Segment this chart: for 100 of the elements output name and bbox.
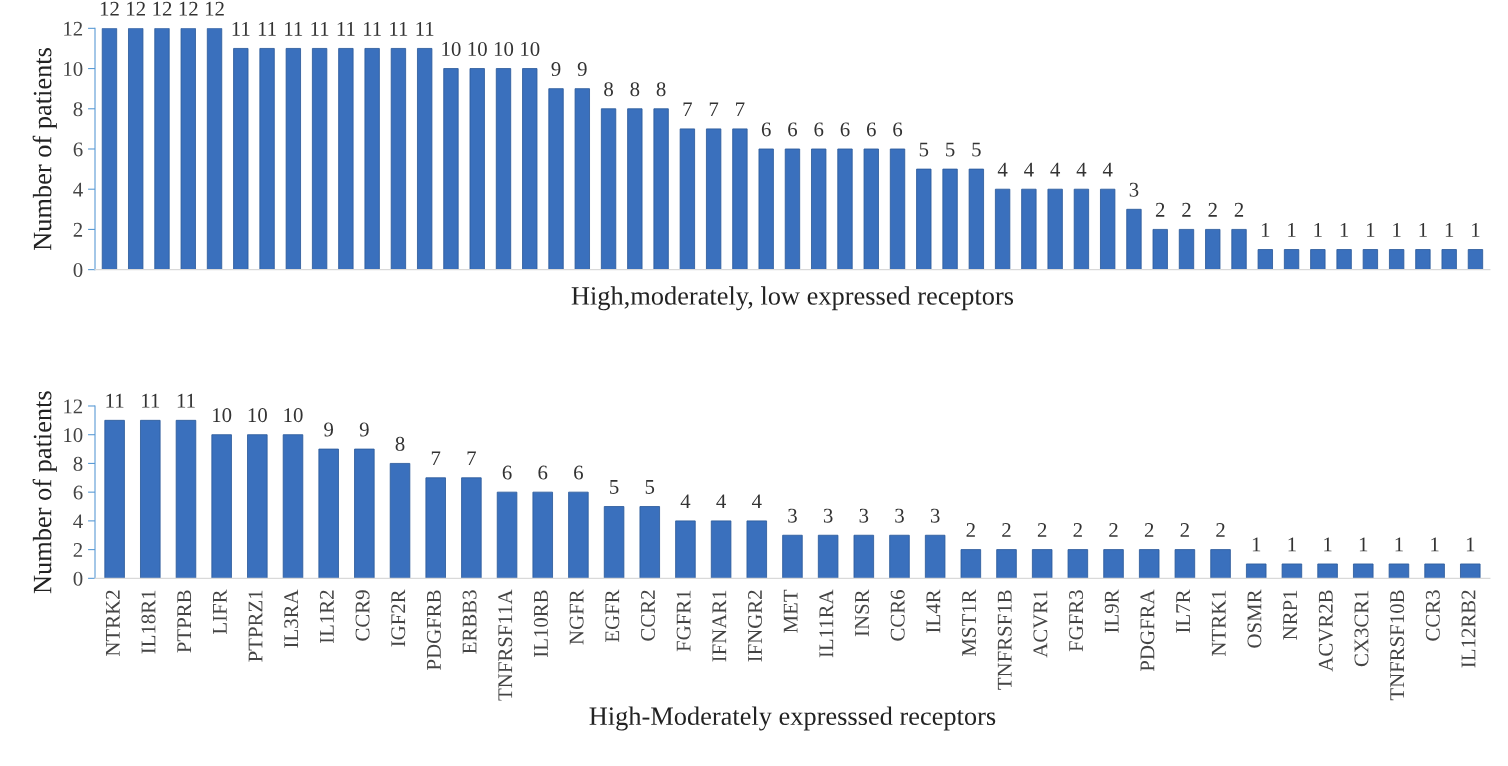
bar <box>1415 249 1431 270</box>
y-tick-label: 4 <box>73 182 83 197</box>
bar <box>1257 249 1273 270</box>
x-tick-label: NRP1 <box>1283 590 1297 640</box>
bar <box>916 168 932 270</box>
x-tick-label: IL11RA <box>819 589 834 658</box>
x-axis-title: High,moderately, low expressed receptors <box>571 286 1014 311</box>
x-tick-label: IL9R <box>1104 589 1119 633</box>
bar <box>128 28 144 270</box>
bar <box>574 88 590 270</box>
data-label: 11 <box>258 21 276 36</box>
bar <box>548 88 564 270</box>
x-tick-label: NGFR <box>569 589 584 645</box>
bar <box>942 168 958 270</box>
data-label: 10 <box>248 408 267 423</box>
x-tick-label: FGFR1 <box>676 590 691 652</box>
data-label: 1 <box>1393 223 1401 237</box>
data-label: 4 <box>1050 162 1061 177</box>
bar <box>1317 563 1338 579</box>
bar <box>247 434 268 579</box>
bar <box>1460 563 1481 579</box>
x-tick-label: PTPRZ1 <box>248 590 263 662</box>
bar <box>679 128 696 270</box>
bar <box>568 491 589 579</box>
data-label: 11 <box>285 21 303 36</box>
bar <box>354 448 375 579</box>
data-label: 6 <box>840 122 850 137</box>
bar <box>522 68 538 270</box>
bar <box>338 48 354 270</box>
data-label: 11 <box>390 21 408 36</box>
bar <box>784 148 801 270</box>
y-axis-title: Number of patients <box>32 48 57 251</box>
bar <box>863 148 879 270</box>
x-tick-label: IFNAR1 <box>712 590 727 662</box>
data-label: 12 <box>127 1 145 16</box>
bar <box>154 28 170 270</box>
bar <box>924 534 946 579</box>
data-label: 12 <box>179 1 198 16</box>
bar <box>732 128 748 270</box>
data-label: 9 <box>359 422 369 437</box>
data-label: 10 <box>494 41 514 56</box>
bar <box>1336 249 1352 270</box>
x-tick-label: IL12RB2 <box>1461 590 1476 668</box>
data-label: 8 <box>395 436 405 451</box>
bar <box>758 148 774 270</box>
data-label: 6 <box>502 465 512 480</box>
bar <box>389 463 411 579</box>
data-label: 6 <box>866 122 876 137</box>
y-tick-label: 10 <box>64 428 83 443</box>
x-tick-label: TNFRSF10B <box>1390 590 1405 701</box>
bar <box>496 491 518 579</box>
data-label: 12 <box>205 1 224 16</box>
data-label: 7 <box>683 102 692 117</box>
x-tick-label: FGFR3 <box>1069 590 1084 652</box>
bar <box>206 28 223 270</box>
x-tick-label: ACVR2B <box>1318 590 1333 672</box>
data-label: 3 <box>823 508 833 523</box>
x-tick-label: IGF2R <box>391 589 406 647</box>
data-label: 3 <box>788 508 797 523</box>
data-label: 11 <box>363 21 381 36</box>
y-tick-label: 8 <box>73 102 83 117</box>
data-label: 6 <box>574 465 583 480</box>
data-label: 2 <box>1182 202 1191 217</box>
data-label: 9 <box>577 62 587 77</box>
bar <box>1067 549 1089 579</box>
data-label: 4 <box>716 494 726 509</box>
data-label: 6 <box>788 122 798 137</box>
bar <box>1178 229 1195 270</box>
bar <box>1388 563 1410 579</box>
data-label: 10 <box>442 41 461 56</box>
bar <box>853 534 875 579</box>
data-label: 3 <box>1129 182 1139 197</box>
data-label: 8 <box>656 82 666 97</box>
data-label: 3 <box>895 508 904 523</box>
x-tick-label: CCR9 <box>355 590 370 641</box>
bar <box>1047 188 1063 270</box>
y-tick-label: 4 <box>73 514 83 529</box>
x-tick-label: MST1R <box>962 589 977 656</box>
data-label: 2 <box>1002 523 1011 537</box>
data-label: 1 <box>1367 223 1375 237</box>
bar <box>532 491 553 579</box>
bar <box>1126 208 1142 270</box>
data-label: 1 <box>1261 223 1270 237</box>
bar <box>960 549 982 579</box>
data-label: 7 <box>709 102 719 117</box>
x-tick-label: OSMR <box>1247 589 1262 648</box>
data-label: 11 <box>337 21 355 36</box>
data-label: 11 <box>106 393 124 408</box>
data-label: 6 <box>761 122 771 137</box>
data-label: 8 <box>630 82 640 97</box>
x-tick-label: LIFR <box>213 589 227 634</box>
y-tick-label: 0 <box>73 571 83 586</box>
bar <box>706 128 722 270</box>
data-label: 4 <box>1102 162 1113 177</box>
bar <box>1441 249 1457 270</box>
bar <box>994 188 1011 270</box>
data-label: 4 <box>751 494 762 509</box>
x-tick-label: TNFRSF1B <box>997 590 1012 690</box>
bar <box>811 148 827 270</box>
bar <box>1310 249 1326 270</box>
